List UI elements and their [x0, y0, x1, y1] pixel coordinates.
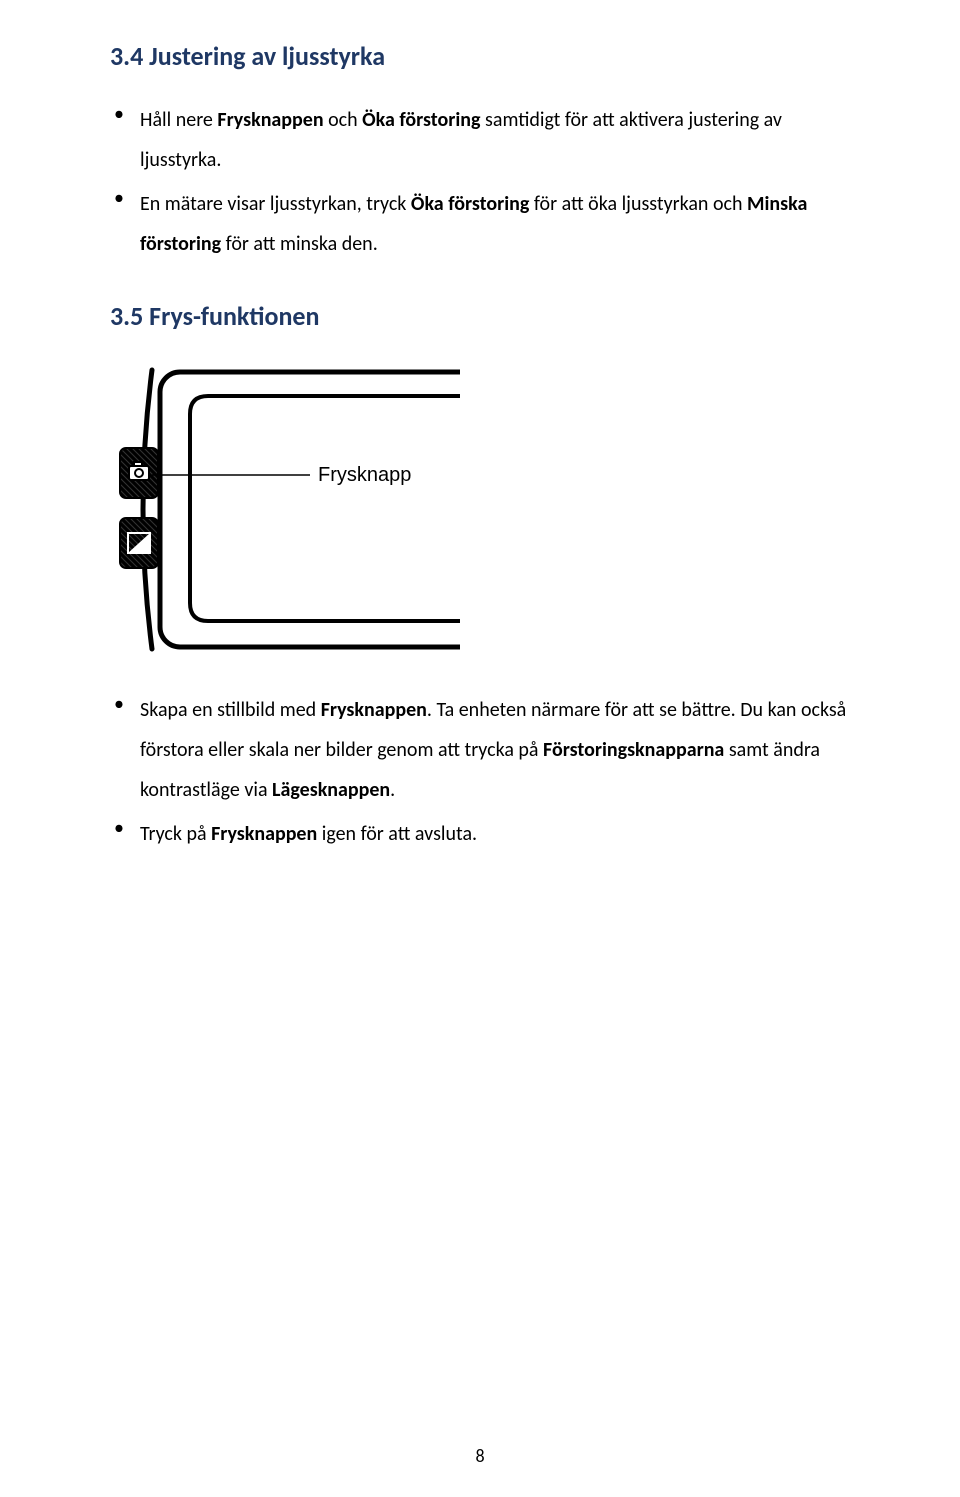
text: och — [324, 108, 363, 132]
text-bold: Lägesknappen — [272, 778, 390, 802]
text: igen för att avsluta. — [317, 822, 477, 846]
section-3-4-list: Håll nere Frysknappen och Öka förstoring… — [110, 100, 850, 264]
text-bold: Öka förstoring — [411, 192, 529, 216]
text-bold: Öka förstoring — [362, 108, 480, 132]
text-bold: Frysknappen — [217, 108, 323, 132]
list-item: Tryck på Frysknappen igen för att avslut… — [110, 814, 850, 854]
device-figure: Frysknapp — [110, 360, 850, 660]
text: . — [390, 778, 395, 802]
text-bold: Förstoringsknapparna — [543, 738, 724, 762]
section-title-3-4: 3.4 Justering av ljusstyrka — [110, 40, 850, 72]
figure-label: Frysknapp — [318, 464, 411, 486]
body-text: Håll nere Frysknappen och Öka förstoring… — [140, 108, 782, 172]
section-title-3-5: 3.5 Frys-funktionen — [110, 300, 850, 332]
text: Skapa en stillbild med — [140, 698, 321, 722]
body-text: Skapa en stillbild med Frysknappen. Ta e… — [140, 698, 846, 802]
text: för att minska den. — [221, 232, 378, 256]
device-diagram: Frysknapp — [110, 360, 460, 660]
list-item: Håll nere Frysknappen och Öka förstoring… — [110, 100, 850, 180]
text: Håll nere — [140, 108, 217, 132]
body-text: En mätare visar ljusstyrkan, tryck Öka f… — [140, 192, 807, 256]
text-bold: Frysknappen — [211, 822, 317, 846]
page-number: 8 — [0, 1445, 960, 1467]
body-text: Tryck på Frysknappen igen för att avslut… — [140, 822, 477, 846]
list-item: Skapa en stillbild med Frysknappen. Ta e… — [110, 690, 850, 810]
text: för att öka ljusstyrkan och — [529, 192, 747, 216]
text: En mätare visar ljusstyrkan, tryck — [140, 192, 411, 216]
text: Tryck på — [140, 822, 211, 846]
list-item: En mätare visar ljusstyrkan, tryck Öka f… — [110, 184, 850, 264]
text-bold: Frysknappen — [321, 698, 427, 722]
section-3-5-list: Skapa en stillbild med Frysknappen. Ta e… — [110, 690, 850, 854]
